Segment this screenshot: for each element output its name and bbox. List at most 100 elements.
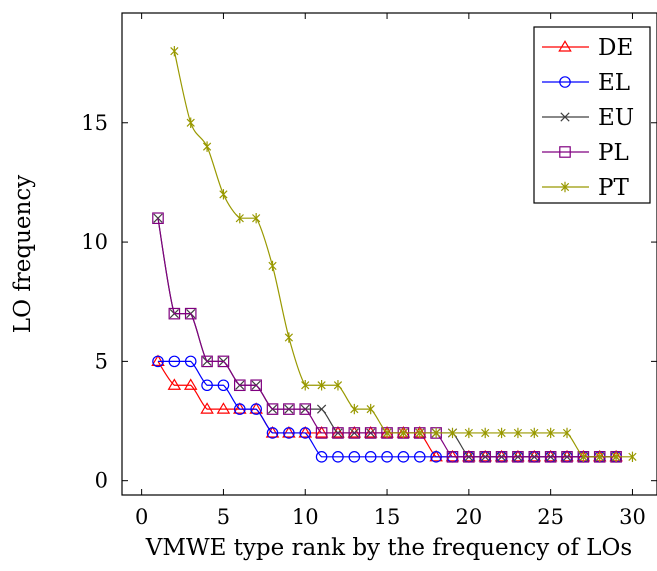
legend-entry-el: EL — [542, 70, 630, 96]
data-point-el — [315, 451, 328, 463]
data-point-pt — [481, 427, 490, 439]
legend-entry-pl: PL — [542, 140, 629, 166]
data-point-el — [266, 427, 279, 439]
data-point-pt — [432, 427, 441, 439]
series-pl — [152, 212, 622, 463]
data-point-pt — [530, 427, 539, 439]
data-point-pl — [152, 212, 164, 225]
data-point-pt — [546, 427, 555, 439]
data-point-pt — [595, 451, 604, 463]
data-point-pl — [168, 307, 181, 320]
data-point-de — [363, 426, 378, 438]
data-point-de — [347, 426, 362, 438]
data-point-pl — [217, 355, 230, 368]
legend-label: PT — [598, 175, 629, 201]
data-point-de — [560, 449, 574, 462]
legend-box — [533, 26, 651, 204]
data-point-el — [217, 379, 230, 392]
data-point-de — [265, 426, 280, 438]
data-point-pt — [562, 427, 572, 439]
y-tick-label: 10 — [81, 230, 108, 254]
data-point-de — [314, 426, 329, 438]
data-point-el — [184, 355, 197, 368]
data-point-pt — [366, 403, 375, 415]
y-tick-label: 0 — [95, 469, 108, 493]
legend-entry-de: DE — [542, 35, 633, 61]
data-point-pl — [528, 451, 541, 463]
data-point-pl — [463, 451, 475, 463]
legend-label: EU — [598, 105, 634, 131]
data-point-pt — [333, 380, 343, 391]
data-point-de — [233, 402, 247, 414]
data-point-pt — [513, 427, 523, 439]
data-point-pl — [266, 403, 279, 415]
data-point-eu — [316, 404, 327, 414]
data-point-el — [332, 451, 344, 463]
legend-entry-pt: PT — [542, 175, 629, 201]
x-tick-label: 10 — [292, 505, 319, 529]
legend: DE EL EU PL PT — [533, 26, 651, 204]
data-point-de — [494, 449, 509, 462]
data-point-pl — [250, 379, 262, 392]
x-tick-label: 25 — [537, 505, 564, 529]
data-point-pt — [252, 213, 261, 224]
legend-marker — [560, 112, 570, 122]
data-point-el — [250, 403, 262, 415]
data-point-pt — [579, 451, 588, 463]
data-point-pl — [299, 403, 312, 415]
data-point-pl — [561, 451, 573, 463]
data-point-pl — [446, 451, 459, 463]
y-tick-label: 15 — [81, 111, 108, 135]
data-point-de — [151, 354, 165, 366]
legend-marker — [559, 76, 571, 88]
data-point-pl — [479, 451, 492, 463]
data-point-pl — [315, 427, 328, 439]
data-point-de — [216, 402, 231, 414]
plot-frame — [121, 12, 657, 496]
data-point-pt — [219, 189, 228, 200]
data-point-el — [168, 355, 181, 368]
data-point-pt — [464, 427, 473, 439]
data-point-de — [445, 449, 460, 462]
data-point-el — [233, 403, 246, 415]
data-point-el — [364, 451, 377, 463]
data-point-pl — [495, 451, 508, 463]
data-point-pl — [184, 307, 197, 320]
legend-marker — [558, 40, 572, 52]
data-point-de — [478, 449, 492, 462]
data-point-el — [413, 451, 426, 463]
data-point-de — [249, 402, 263, 414]
data-point-pt — [235, 213, 244, 224]
legend-marker — [559, 146, 571, 158]
data-point-pl — [332, 427, 344, 439]
data-point-de — [200, 402, 214, 414]
data-point-de — [511, 449, 525, 462]
x-tick-label: 15 — [374, 505, 401, 529]
data-point-pt — [448, 427, 457, 439]
x-axis-title: VMWE type rank by the frequency of LOs — [145, 535, 632, 561]
data-point-pt — [202, 141, 212, 152]
data-point-el — [283, 427, 295, 439]
legend-entry-eu: EU — [542, 105, 634, 131]
y-axis-title: LO frequency — [10, 175, 36, 333]
data-point-el — [381, 451, 393, 463]
series-line-pl — [157, 218, 617, 458]
data-point-pt — [170, 45, 179, 57]
series-de — [151, 354, 623, 462]
data-point-el — [201, 379, 213, 392]
x-tick-label: 20 — [455, 505, 482, 529]
data-point-el — [152, 355, 164, 368]
data-point-pt — [497, 427, 506, 439]
legend-label: EL — [598, 70, 630, 96]
data-point-el — [397, 451, 410, 463]
y-tick-label: 5 — [95, 349, 108, 373]
data-point-pt — [628, 451, 637, 463]
data-point-eu — [153, 213, 163, 223]
data-point-pt — [317, 380, 326, 391]
data-point-pl — [544, 451, 557, 463]
x-tick-label: 30 — [619, 505, 646, 529]
data-point-pl — [512, 451, 524, 463]
legend-marker — [560, 181, 570, 193]
x-tick-label: 0 — [135, 505, 148, 529]
data-point-pt — [284, 332, 294, 343]
